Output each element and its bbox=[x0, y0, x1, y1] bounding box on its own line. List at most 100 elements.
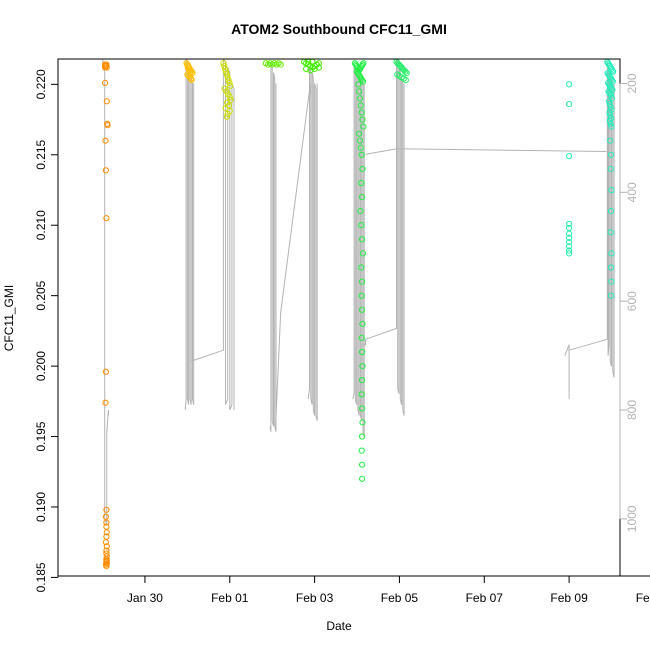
data-point bbox=[608, 123, 615, 130]
data-point bbox=[303, 65, 310, 73]
data-point bbox=[103, 547, 110, 554]
data-point bbox=[359, 348, 366, 356]
data-point bbox=[355, 81, 362, 88]
secondary-y-tick-label: 800 bbox=[625, 400, 639, 420]
data-point bbox=[607, 165, 614, 172]
y-tick-label: 0.200 bbox=[34, 351, 48, 381]
x-tick-label: Feb 03 bbox=[296, 591, 334, 605]
plot-frame bbox=[57, 58, 621, 577]
data-point bbox=[359, 377, 366, 384]
altitude-trace-segment bbox=[275, 83, 311, 427]
data-point bbox=[359, 306, 366, 313]
data-point bbox=[359, 165, 366, 172]
data-point bbox=[566, 234, 573, 241]
data-point bbox=[103, 560, 110, 567]
data-point bbox=[607, 137, 614, 144]
data-point bbox=[359, 461, 366, 468]
secondary-y-tick-label: 1000 bbox=[625, 505, 639, 532]
altitude-trace-segment bbox=[361, 59, 397, 346]
data-point bbox=[608, 292, 615, 299]
secondary-y-axis: 200 400 600 800 1000 bbox=[619, 73, 639, 532]
data-point bbox=[359, 116, 366, 123]
y-tick-label: 0.195 bbox=[34, 421, 48, 451]
data-point bbox=[608, 92, 615, 99]
data-point bbox=[566, 250, 573, 257]
data-point bbox=[360, 60, 367, 67]
data-point bbox=[607, 112, 614, 119]
data-point bbox=[220, 60, 227, 67]
data-point bbox=[222, 105, 229, 112]
data-point bbox=[103, 98, 110, 105]
x-axis: Jan 30 Feb 01 Feb 03 Feb 05 Feb 07 Feb 09 Feb … bbox=[127, 575, 650, 605]
data-point bbox=[566, 239, 573, 246]
data-point bbox=[222, 68, 230, 75]
data-point bbox=[358, 391, 365, 398]
data-point bbox=[222, 65, 229, 73]
data-point bbox=[188, 77, 195, 84]
data-point bbox=[566, 153, 573, 160]
data-points bbox=[102, 58, 617, 570]
data-point bbox=[277, 61, 284, 68]
data-point bbox=[357, 102, 364, 109]
data-point bbox=[359, 405, 366, 412]
data-point bbox=[608, 186, 615, 194]
data-point bbox=[356, 88, 363, 95]
data-point bbox=[358, 292, 365, 299]
data-point bbox=[566, 220, 573, 227]
data-point bbox=[358, 264, 365, 271]
data-point bbox=[307, 67, 314, 74]
altitude-trace-segment bbox=[352, 67, 365, 438]
data-point bbox=[103, 64, 110, 71]
altitude-trace-segment bbox=[365, 148, 607, 155]
secondary-y-tick-label: 200 bbox=[625, 73, 639, 93]
data-point bbox=[359, 363, 366, 370]
data-point bbox=[223, 113, 230, 120]
data-point bbox=[359, 320, 366, 327]
y-axis: 0.185 0.190 0.195 0.200 0.205 0.210 0.215 0.220 bbox=[34, 69, 59, 592]
data-point bbox=[223, 71, 230, 78]
data-point bbox=[359, 236, 366, 243]
data-point bbox=[102, 167, 110, 174]
data-point bbox=[358, 334, 365, 341]
data-point bbox=[566, 247, 573, 254]
y-tick-label: 0.220 bbox=[34, 69, 48, 99]
data-point bbox=[103, 543, 110, 550]
data-point bbox=[608, 208, 615, 215]
data-point bbox=[221, 62, 228, 70]
y-axis-label: CFC11_GMI bbox=[2, 285, 16, 351]
data-point bbox=[357, 208, 364, 215]
y-tick-label: 0.210 bbox=[34, 210, 48, 240]
x-tick-label: Feb 07 bbox=[466, 591, 504, 605]
data-point bbox=[608, 264, 615, 271]
data-point bbox=[102, 513, 110, 520]
data-point bbox=[358, 447, 365, 454]
data-point bbox=[102, 137, 109, 144]
secondary-y-tick-label: 400 bbox=[625, 182, 639, 202]
y-tick-label: 0.190 bbox=[34, 492, 48, 522]
altitude-trace-segment bbox=[568, 61, 615, 378]
altitude-trace bbox=[102, 58, 615, 525]
data-point bbox=[357, 144, 364, 151]
data-point bbox=[102, 368, 110, 375]
data-point bbox=[360, 123, 367, 130]
x-tick-label: Jan 30 bbox=[127, 591, 163, 605]
chart-title: ATOM2 Southbound CFC11_GMI bbox=[231, 21, 447, 37]
data-point bbox=[103, 519, 110, 526]
data-point bbox=[402, 68, 409, 75]
data-point bbox=[359, 194, 366, 201]
altitude-trace-segment bbox=[184, 58, 195, 411]
secondary-y-tick-label: 600 bbox=[625, 291, 639, 311]
data-point bbox=[566, 81, 573, 88]
data-point bbox=[606, 117, 613, 125]
data-point bbox=[356, 137, 364, 144]
x-tick-label: Feb 01 bbox=[211, 591, 249, 605]
data-point bbox=[566, 230, 573, 237]
data-point bbox=[359, 250, 367, 257]
altitude-trace-segment bbox=[102, 58, 109, 525]
y-tick-label: 0.205 bbox=[34, 280, 48, 310]
altitude-trace-segment bbox=[269, 61, 277, 432]
altitude-trace-segment bbox=[396, 58, 405, 416]
data-point bbox=[359, 433, 366, 440]
data-point bbox=[608, 151, 615, 158]
